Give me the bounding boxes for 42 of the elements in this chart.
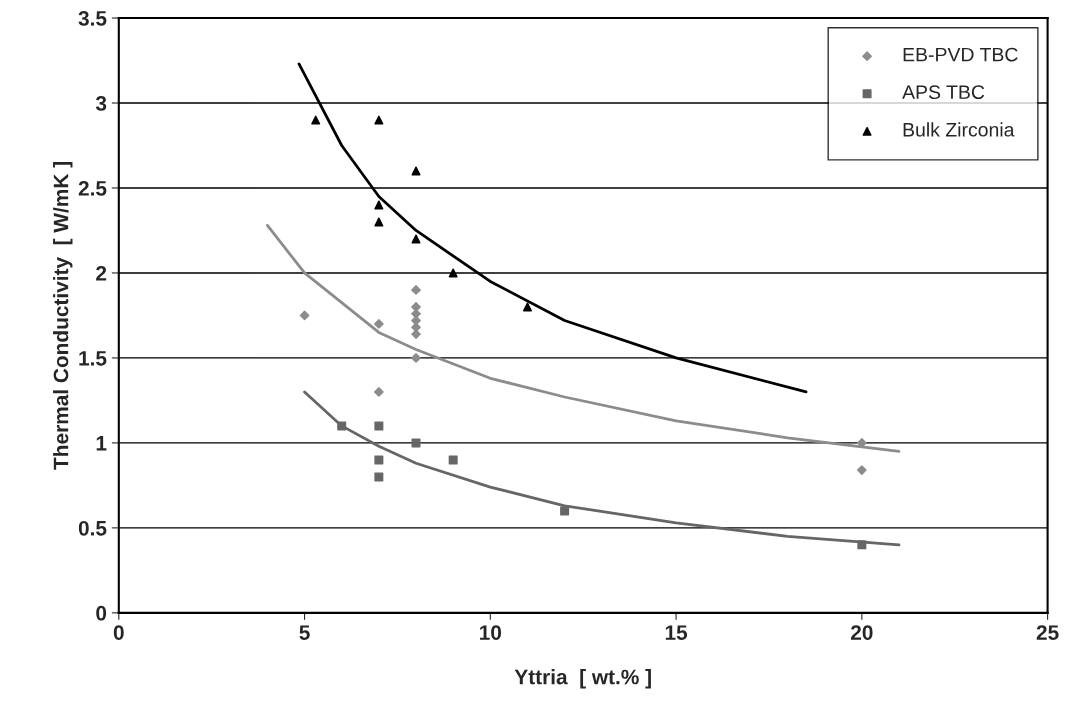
legend-label: APS TBC: [902, 85, 985, 100]
x-axis-title: Yttria [ wt.% ]: [514, 669, 651, 689]
y-tick-label: 3.5: [78, 11, 107, 26]
point: [337, 421, 347, 431]
y-tick-label: 2: [96, 265, 107, 281]
point: [857, 540, 867, 550]
point: [856, 465, 867, 475]
point: [374, 472, 384, 482]
x-tick-label: 0: [113, 625, 124, 640]
point: [560, 506, 570, 516]
y-tick-label: 3: [95, 96, 107, 111]
legend-label: EB-PVD TBC: [903, 47, 1018, 62]
x-tick-label: 10: [480, 625, 502, 640]
point: [374, 455, 384, 465]
point: [411, 353, 421, 363]
y-tick-label: 2.5: [78, 180, 107, 196]
point: [374, 319, 384, 329]
point: [411, 302, 421, 312]
y-tick-label: 1.5: [79, 351, 107, 366]
point: [311, 115, 321, 125]
y-tick-label: 1: [96, 436, 107, 451]
point: [299, 310, 310, 321]
x-tick-label: 20: [850, 625, 873, 640]
point: [411, 329, 421, 339]
point: [374, 387, 384, 397]
point: [374, 200, 384, 210]
x-tick-label: 15: [665, 625, 688, 640]
point: [448, 268, 458, 278]
x-tick-label: 5: [299, 625, 310, 640]
y-axis-title: Thermal Conductivity [ W/mK ]: [53, 162, 73, 470]
x-tick-label: 25: [1036, 625, 1059, 640]
point: [411, 438, 421, 448]
line-series: [303, 390, 901, 547]
point: [374, 115, 384, 125]
point: [374, 421, 384, 431]
y-tick-label: 0.5: [78, 520, 107, 536]
legend-label: Bulk Zirconia: [903, 122, 1015, 137]
point: [374, 217, 384, 227]
point: [411, 285, 421, 295]
y-tick-label: 0: [96, 605, 107, 621]
line-series: [266, 223, 901, 453]
point: [448, 455, 458, 465]
